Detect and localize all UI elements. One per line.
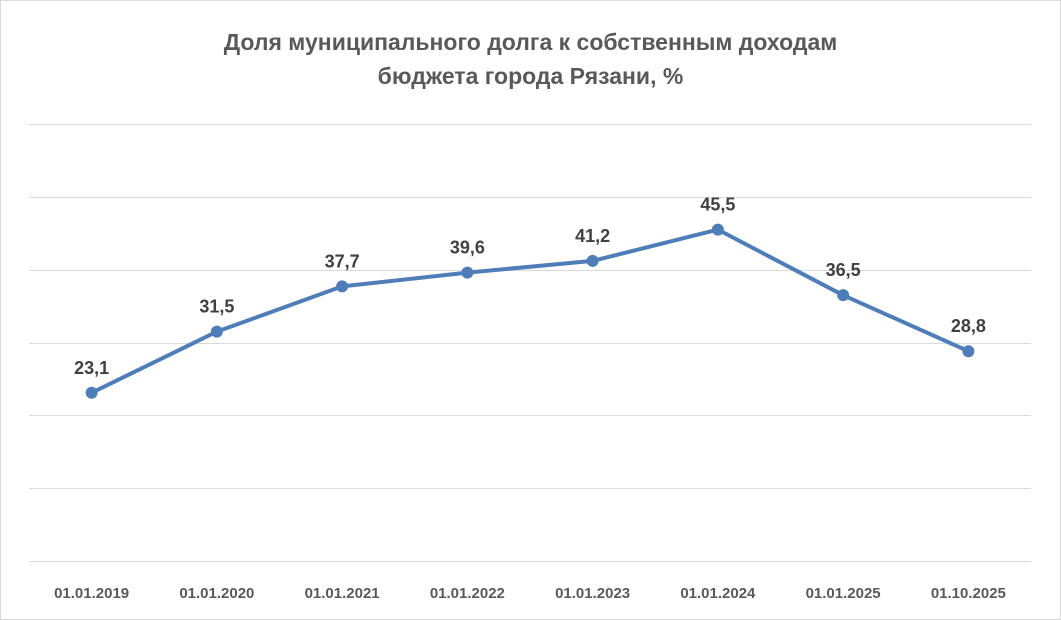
x-tick-label: 01.01.2023 <box>555 585 630 602</box>
data-point <box>586 254 599 267</box>
data-point <box>85 386 98 399</box>
series-line <box>89 227 971 395</box>
x-tick-label: 01.01.2020 <box>179 585 254 602</box>
x-tick-label: 01.01.2019 <box>54 585 129 602</box>
data-point <box>210 325 223 338</box>
data-point <box>711 223 724 236</box>
data-label: 45,5 <box>700 195 735 215</box>
x-tick-label: 01.01.2024 <box>680 585 756 602</box>
data-label: 31,5 <box>199 297 234 317</box>
chart-title-line-1: Доля муниципального долга к собственным … <box>223 29 838 55</box>
chart-title-line-2: бюджета города Рязани, % <box>377 63 684 89</box>
data-label: 28,8 <box>951 316 986 336</box>
x-tick-label: 01.01.2021 <box>305 585 380 602</box>
data-label: 39,6 <box>450 238 485 258</box>
chart-title: Доля муниципального долга к собственным … <box>1 25 1060 93</box>
data-point <box>962 345 975 358</box>
data-point <box>837 289 850 302</box>
data-point <box>461 266 474 279</box>
data-label: 36,5 <box>826 260 861 280</box>
data-label: 37,7 <box>325 251 360 271</box>
x-tick-label: 01.01.2025 <box>806 585 881 602</box>
x-tick-label: 01.10.2025 <box>931 585 1006 602</box>
data-label: 41,2 <box>575 226 610 246</box>
x-tick-label: 01.01.2022 <box>430 585 505 602</box>
data-label: 23,1 <box>74 358 109 378</box>
data-point <box>336 280 349 293</box>
